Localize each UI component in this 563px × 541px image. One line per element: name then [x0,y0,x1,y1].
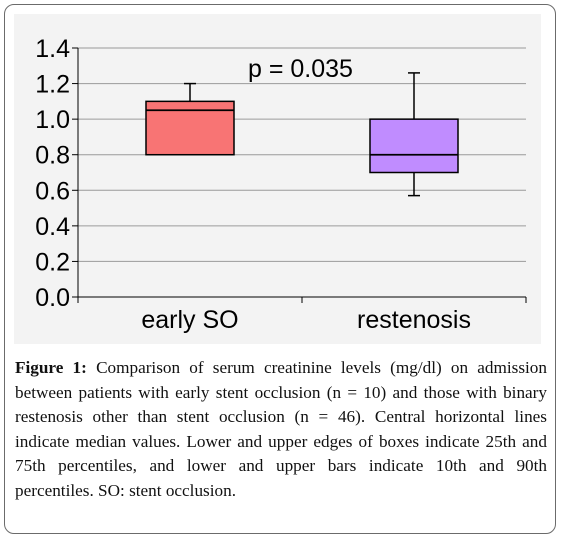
y-tick-label: 1.4 [35,35,70,63]
box-2 [369,118,459,174]
x-category-label: early SO [141,306,238,334]
y-tick-label: 0.2 [35,248,70,276]
box-plot-chart: 0.0 0.2 0.4 0.6 0.8 1.0 1.2 1.4 early SO restenos… [35,35,527,334]
y-tick-label: 0.8 [35,142,70,170]
y-tick-label: 0.4 [35,213,70,241]
y-tick-label: 0.6 [35,177,70,205]
caption-text: Comparison of serum creatinine levels (m… [15,358,547,500]
y-tick-label: 0.0 [35,284,70,312]
figure-caption: Figure 1: Comparison of serum creatinine… [15,356,547,503]
p-value-annotation: p = 0.035 [248,55,353,83]
chart-panel: 0.0 0.2 0.4 0.6 0.8 1.0 1.2 1.4 early SO restenos… [14,14,541,344]
y-tick-label: 1.2 [35,71,70,99]
y-tick-label: 1.0 [35,106,70,134]
caption-label: Figure 1: [15,358,87,377]
x-category-label: restenosis [357,306,471,334]
